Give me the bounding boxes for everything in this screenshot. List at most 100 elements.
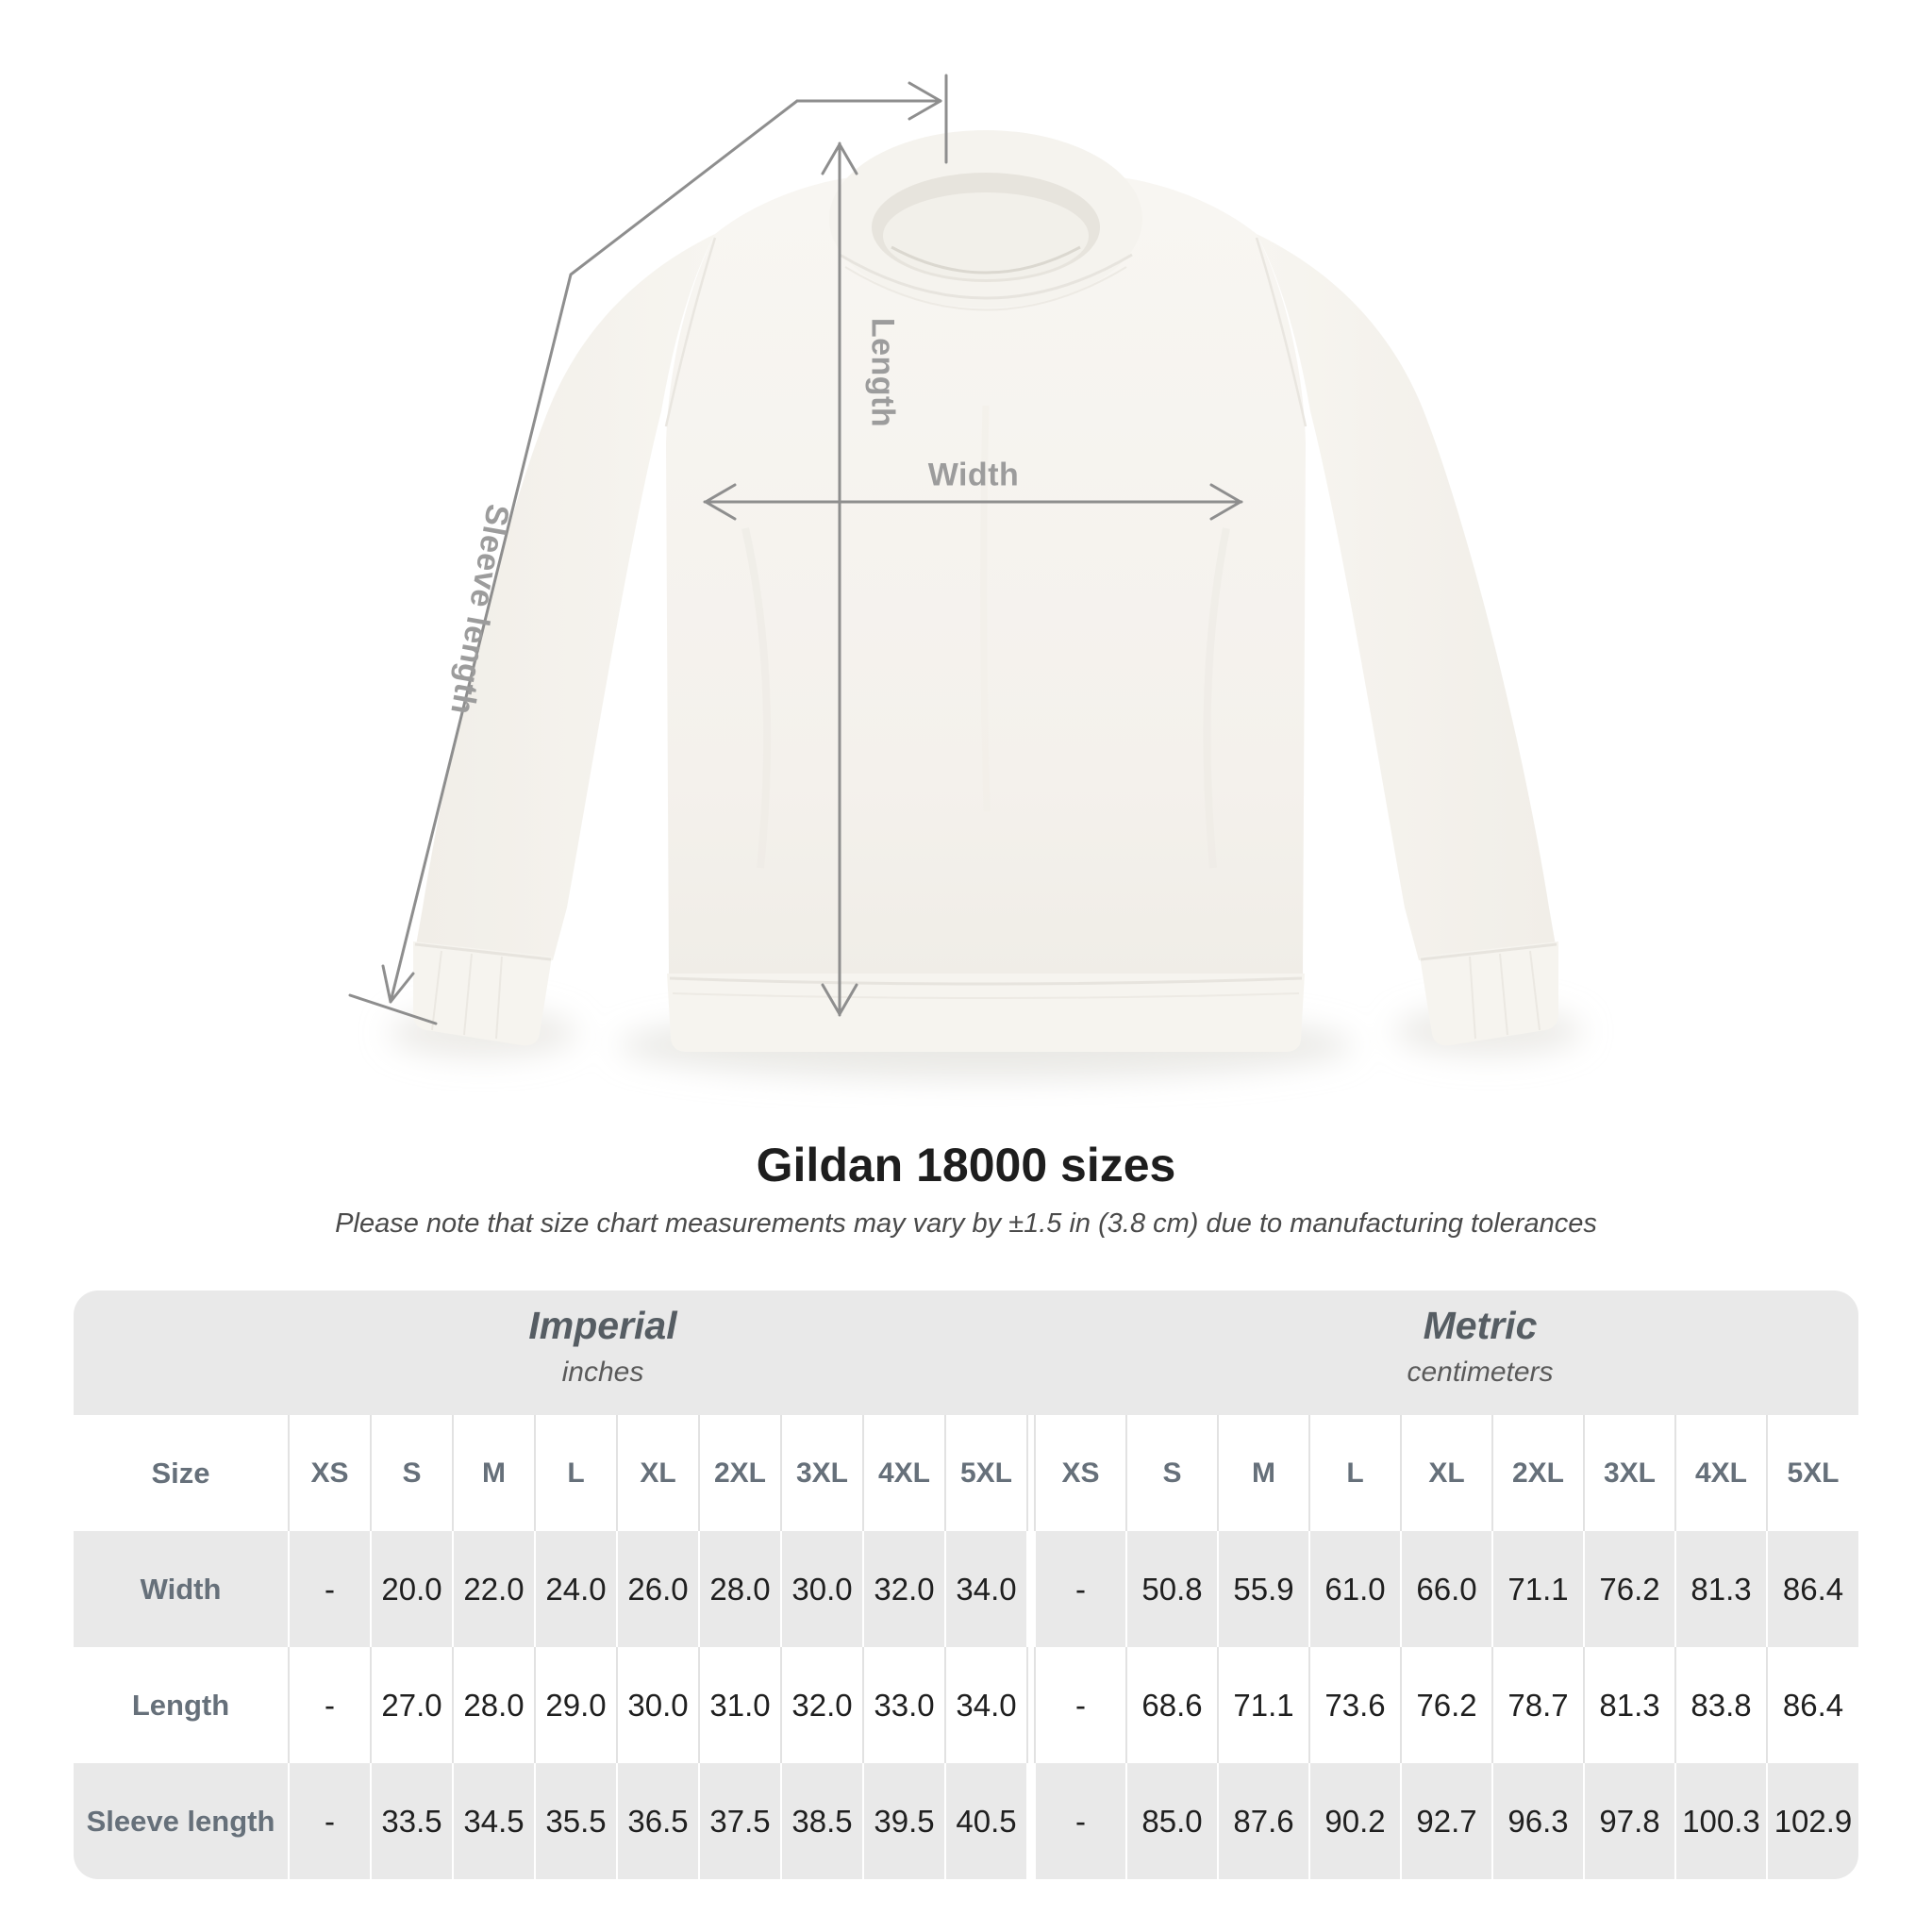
crewneck-collar xyxy=(829,130,1142,311)
metric-unit-label: centimeters xyxy=(1407,1357,1554,1388)
value-cell: 30.0 xyxy=(616,1647,699,1763)
value-cell: 100.3 xyxy=(1674,1763,1767,1879)
value-cell: 22.0 xyxy=(452,1531,535,1647)
size-header-metric-xl: XL xyxy=(1400,1415,1492,1531)
value-cell: 76.2 xyxy=(1400,1647,1492,1763)
value-cell: 102.9 xyxy=(1766,1763,1858,1879)
size-column-label: Size xyxy=(151,1456,210,1490)
value-cell: - xyxy=(288,1647,371,1763)
size-header-imperial-xl: XL xyxy=(616,1415,699,1531)
sweatshirt-figure: Length Width Sleeve length xyxy=(348,74,1583,1079)
value-cell: 33.5 xyxy=(370,1763,453,1879)
value-cell: 86.4 xyxy=(1766,1531,1858,1647)
imperial-group-header: Imperial inches xyxy=(528,1304,676,1389)
value-cell: 36.5 xyxy=(616,1763,699,1879)
measurement-row: Sleeve length -33.5 34.5 35.5 36.5 37.5 38.5 39… xyxy=(74,1763,1858,1879)
size-header-metric-l: L xyxy=(1308,1415,1401,1531)
size-header-metric-2xl: 2XL xyxy=(1491,1415,1584,1531)
measurement-row: Width -20.0 22.0 24.0 26.0 28.0 30.0 32.0 34.0-5… xyxy=(74,1531,1858,1647)
right-cuff xyxy=(1420,941,1559,1046)
value-cell: 38.5 xyxy=(780,1763,863,1879)
value-cell: 50.8 xyxy=(1125,1531,1218,1647)
width-arrow xyxy=(703,483,1243,521)
size-header-imperial-l: L xyxy=(534,1415,617,1531)
value-cell: 32.0 xyxy=(862,1531,945,1647)
value-cell: 92.7 xyxy=(1400,1763,1492,1879)
value-cell: 40.5 xyxy=(944,1763,1028,1879)
value-cell: 55.9 xyxy=(1217,1531,1309,1647)
value-cell: - xyxy=(1034,1647,1126,1763)
left-cuff xyxy=(412,941,552,1046)
imperial-label: Imperial xyxy=(528,1304,677,1347)
size-header-imperial-5xl: 5XL xyxy=(944,1415,1028,1531)
size-header-imperial-m: M xyxy=(452,1415,535,1531)
value-cell: 32.0 xyxy=(780,1647,863,1763)
imperial-unit-label: inches xyxy=(561,1357,644,1388)
half-separator xyxy=(1027,1531,1035,1647)
value-cell: 81.3 xyxy=(1583,1647,1675,1763)
value-cell: 86.4 xyxy=(1766,1647,1858,1763)
value-cell: 90.2 xyxy=(1308,1763,1401,1879)
value-cell: 83.8 xyxy=(1674,1647,1767,1763)
value-cell: 66.0 xyxy=(1400,1531,1492,1647)
size-header-imperial-4xl: 4XL xyxy=(862,1415,945,1531)
metric-group-header: Metric centimeters xyxy=(1407,1304,1553,1389)
half-separator xyxy=(1027,1647,1035,1763)
length-arrow xyxy=(821,142,858,1017)
value-cell: 20.0 xyxy=(370,1531,453,1647)
size-header-metric-s: S xyxy=(1125,1415,1218,1531)
size-header-metric-3xl: 3XL xyxy=(1583,1415,1675,1531)
value-cell: 34.5 xyxy=(452,1763,535,1879)
unit-group-header: Imperial inches Metric centimeters xyxy=(74,1291,1858,1415)
value-cell: 34.0 xyxy=(944,1647,1028,1763)
row-label: Length xyxy=(131,1688,230,1722)
size-header-imperial-2xl: 2XL xyxy=(698,1415,781,1531)
value-cell: 28.0 xyxy=(698,1531,781,1647)
value-cell: 97.8 xyxy=(1583,1763,1675,1879)
metric-label: Metric xyxy=(1423,1304,1538,1347)
half-separator xyxy=(1027,1415,1035,1531)
value-cell: 37.5 xyxy=(698,1763,781,1879)
value-cell: 78.7 xyxy=(1491,1647,1584,1763)
size-header-imperial-xs: XS xyxy=(288,1415,371,1531)
value-cell: 87.6 xyxy=(1217,1763,1309,1879)
value-cell: - xyxy=(1034,1763,1126,1879)
value-cell: - xyxy=(1034,1531,1126,1647)
value-cell: 73.6 xyxy=(1308,1647,1401,1763)
tolerance-note: Please note that size chart measurements… xyxy=(335,1208,1597,1239)
size-header-metric-4xl: 4XL xyxy=(1674,1415,1767,1531)
value-cell: 71.1 xyxy=(1491,1531,1584,1647)
sweatshirt-photo xyxy=(348,74,1583,1079)
size-header-metric-xs: XS xyxy=(1034,1415,1126,1531)
value-cell: 68.6 xyxy=(1125,1647,1218,1763)
value-cell: 34.0 xyxy=(944,1531,1028,1647)
row-label: Width xyxy=(74,1531,289,1647)
value-cell: 26.0 xyxy=(616,1531,699,1647)
page-title: Gildan 18000 sizes xyxy=(756,1139,1176,1191)
value-cell: 30.0 xyxy=(780,1531,863,1647)
sleeve-length-arrow xyxy=(348,99,799,1025)
value-cell: 61.0 xyxy=(1308,1531,1401,1647)
sweatshirt-graphic xyxy=(412,130,1559,1052)
value-cell: 85.0 xyxy=(1125,1763,1218,1879)
value-cell: 35.5 xyxy=(534,1763,617,1879)
value-cell: 27.0 xyxy=(370,1647,453,1763)
value-cell: 96.3 xyxy=(1491,1763,1584,1879)
value-cell: - xyxy=(288,1763,371,1879)
value-cell: 81.3 xyxy=(1674,1531,1767,1647)
top-reference-arrow xyxy=(795,74,948,164)
value-cell: 71.1 xyxy=(1217,1647,1309,1763)
half-separator xyxy=(1027,1763,1035,1879)
length-measure-label: Length xyxy=(864,317,901,428)
size-header-imperial-3xl: 3XL xyxy=(780,1415,863,1531)
value-cell: 33.0 xyxy=(862,1647,945,1763)
value-cell: 24.0 xyxy=(534,1531,617,1647)
value-cell: 76.2 xyxy=(1583,1531,1675,1647)
size-header-metric-m: M xyxy=(1217,1415,1309,1531)
size-chart-table: Imperial inches Metric centimeters Size X… xyxy=(74,1291,1858,1879)
size-header-imperial-s: S xyxy=(370,1415,453,1531)
value-cell: 28.0 xyxy=(452,1647,535,1763)
value-cell: - xyxy=(288,1531,371,1647)
size-header-row: Size XS S M L XL 2XL 3XL 4XL 5XL XS S M L XL 2XL 3XL 4XL 5… xyxy=(74,1415,1858,1531)
